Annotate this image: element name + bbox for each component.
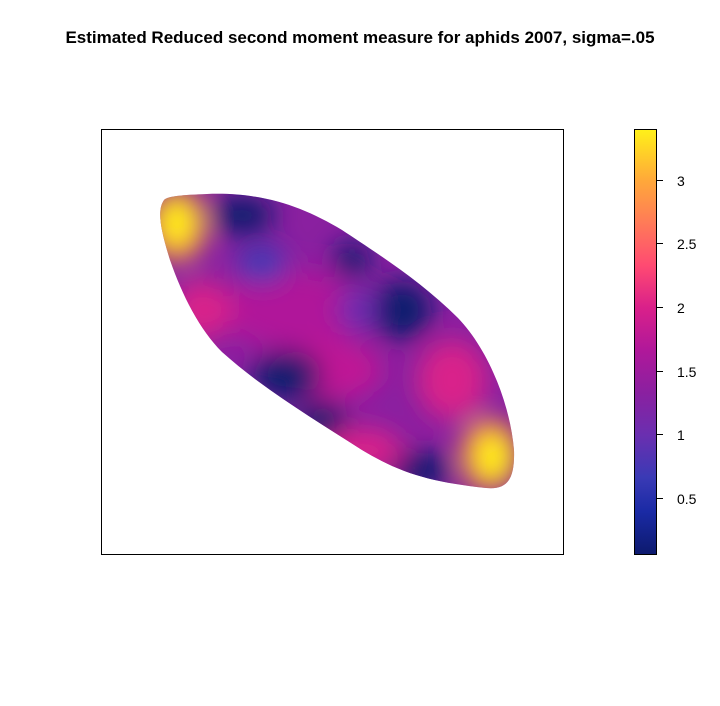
heatmap-blobs [160,193,515,489]
colorbar-tick-mark [657,370,663,372]
colorbar [634,129,657,555]
colorbar-tick-mark [657,497,663,499]
colorbar-axis: 0.5 1 1.5 2 2.5 3 [657,0,717,706]
heat-hot-lower-right [476,434,512,482]
colorbar-tick-mark [657,243,663,245]
colorbar-tick-mark [657,307,663,309]
colorbar-tick-label: 2.5 [677,236,697,253]
colorbar-tick-mark [657,179,663,181]
heat-cool-2 [337,290,377,330]
heat-cold-upper [334,242,370,278]
colorbar-tick-label: 3 [677,172,685,189]
heatmap-field [160,193,515,489]
heatmap-svg [160,193,515,489]
heat-cold-right [372,280,432,340]
heat-blob-lower [322,428,402,472]
colorbar-tick-mark [657,434,663,436]
heat-blob-left [172,280,232,340]
heat-cool-1 [237,247,287,283]
heat-cold-left [252,350,322,400]
heat-cold-lower [297,400,347,440]
colorbar-tick-label: 0.5 [677,490,697,507]
colorbar-tick-label: 2 [677,300,685,317]
colorbar-tick-label: 1 [677,427,685,444]
heat-blob-right [417,340,487,420]
heat-blob-center [222,270,362,350]
heat-cold-top [210,195,274,235]
heat-cold-bottom [392,452,452,488]
chart-title: Estimated Reduced second moment measure … [65,28,655,47]
colorbar-tick-label: 1.5 [677,363,697,380]
plot-area [101,129,564,555]
heat-hot-upper-left [160,198,195,246]
